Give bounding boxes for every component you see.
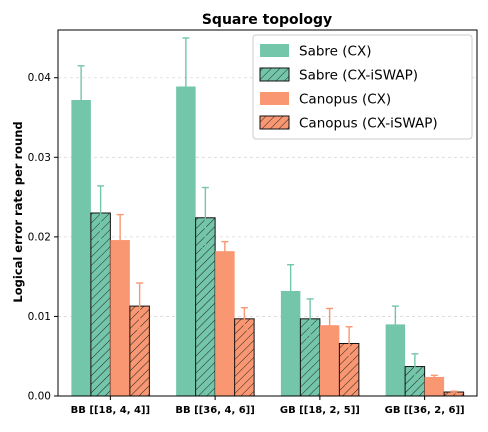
legend-swatch xyxy=(259,115,290,130)
y-tick-label: 0.01 xyxy=(28,311,51,323)
y-tick-label: 0.00 xyxy=(28,391,51,403)
x-tick-label: BB [[36, 4, 6]] xyxy=(175,405,254,416)
y-tick-label: 0.04 xyxy=(28,72,52,84)
x-tick-label: GB [[18, 2, 5]] xyxy=(280,405,360,416)
bar xyxy=(176,86,196,396)
legend-label: Sabre (CX) xyxy=(299,44,371,60)
bar xyxy=(71,100,91,396)
chart-title: Square topology xyxy=(202,12,332,28)
legend-label: Canopus (CX) xyxy=(299,92,391,108)
legend-label: Canopus (CX-iSWAP) xyxy=(299,116,438,132)
x-tick-label: BB [[18, 4, 4]] xyxy=(71,405,150,416)
legend-swatch xyxy=(260,92,289,105)
y-tick-label: 0.02 xyxy=(28,231,51,243)
plot-frame xyxy=(57,29,478,397)
legend-swatch xyxy=(259,67,290,82)
bar xyxy=(319,325,340,396)
bar xyxy=(110,240,130,396)
bar xyxy=(385,324,406,396)
y-tick-label: 0.03 xyxy=(28,152,51,164)
bar xyxy=(424,376,445,396)
legend: Sabre (CX) Sabre (CX-iSWAP) Canopus (CX) Ca… xyxy=(252,34,473,140)
bar xyxy=(280,290,301,396)
bar xyxy=(215,251,235,396)
legend-box xyxy=(252,34,473,140)
legend-swatch xyxy=(260,44,289,57)
bars-layer xyxy=(71,37,465,397)
axes-layer: 0.00 0.01 0.02 0.03 0.04 BB [[18, 4, 4]] BB [[… xyxy=(28,29,478,416)
y-axis-label: Logical error rate per round xyxy=(11,121,25,302)
legend-label: Sabre (CX-iSWAP) xyxy=(299,68,418,84)
x-tick-label: GB [[36, 2, 6]] xyxy=(385,405,465,416)
